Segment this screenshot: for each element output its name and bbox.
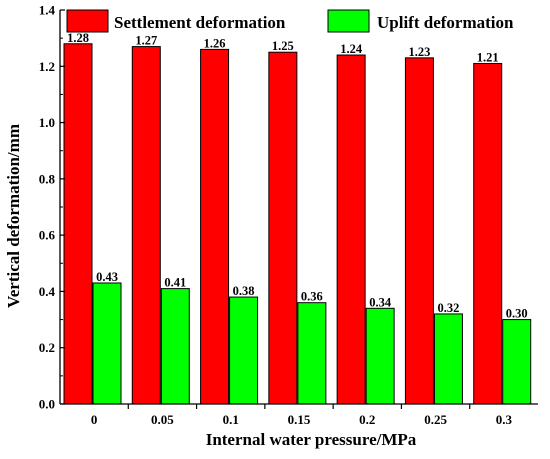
bar-settlement-5 (404, 57, 434, 405)
data-label-uplift-5: 0.32 (437, 301, 459, 315)
legend: Settlement deformation Uplift deformatio… (66, 9, 514, 33)
y-tick-label-4: 0.8 (39, 171, 56, 186)
bar-settlement-3 (268, 51, 298, 405)
data-label-settlement-1: 1.27 (135, 34, 157, 48)
data-label-settlement-6: 1.21 (477, 50, 499, 64)
data-label-settlement-5: 1.23 (408, 45, 430, 59)
x-tick-label-4: 0.2 (359, 412, 375, 427)
y-tick-label-7: 1.4 (39, 3, 56, 18)
bars-layer (63, 43, 532, 405)
bar-uplift-4 (365, 307, 395, 405)
y-tick-label-0: 0.0 (39, 397, 55, 412)
data-label-uplift-3: 0.36 (301, 290, 323, 304)
data-label-uplift-2: 0.38 (233, 284, 255, 298)
bar-uplift-5 (433, 313, 463, 405)
data-label-settlement-0: 1.28 (67, 31, 89, 45)
data-label-uplift-4: 0.34 (369, 295, 392, 309)
bar-settlement-2 (200, 48, 230, 405)
y-tick-label-5: 1.0 (39, 115, 55, 130)
bar-uplift-6 (502, 319, 532, 405)
bar-settlement-1 (131, 46, 161, 405)
bar-uplift-3 (297, 302, 327, 405)
x-tick-label-1: 0.05 (151, 412, 174, 427)
data-label-uplift-1: 0.41 (164, 276, 186, 290)
data-labels-layer: 1.28 1.27 1.26 1.25 1.24 1.23 1.21 0.43 0.41 0.38… (67, 31, 528, 321)
bar-uplift-1 (160, 288, 190, 405)
x-tick-label-2: 0.1 (223, 412, 239, 427)
bar-settlement-6 (473, 62, 503, 405)
y-tick-label-3: 0.6 (39, 228, 56, 243)
legend-swatch-uplift (327, 9, 370, 33)
x-tick-label-0: 0 (91, 412, 98, 427)
data-label-settlement-2: 1.26 (204, 36, 226, 50)
axes-layer: 0.0 0.2 0.4 0.6 0.8 1.0 1.2 1.4 0 0.05 0.1 0.15 0.2 0… (39, 3, 538, 427)
x-tick-label-6: 0.3 (496, 412, 513, 427)
data-label-uplift-0: 0.43 (96, 270, 118, 284)
data-label-uplift-6: 0.30 (506, 307, 528, 321)
bar-settlement-0 (63, 43, 93, 405)
legend-label-uplift: Uplift deformation (377, 13, 514, 32)
x-tick-label-5: 0.25 (424, 412, 447, 427)
bar-uplift-0 (92, 282, 122, 405)
y-tick-label-6: 1.2 (39, 59, 55, 74)
y-tick-label-2: 0.4 (39, 284, 56, 299)
bar-uplift-2 (229, 296, 259, 405)
x-axis-title: Internal water pressure/MPa (206, 430, 417, 449)
data-label-settlement-4: 1.24 (340, 42, 363, 56)
data-label-settlement-3: 1.25 (272, 39, 294, 53)
bar-settlement-4 (336, 54, 366, 405)
x-tick-label-3: 0.15 (288, 412, 311, 427)
legend-swatch-settlement (66, 9, 109, 33)
y-tick-label-1: 0.2 (39, 340, 55, 355)
y-axis-title: Vertical deformation/mm (4, 124, 23, 308)
legend-label-settlement: Settlement deformation (114, 13, 286, 32)
